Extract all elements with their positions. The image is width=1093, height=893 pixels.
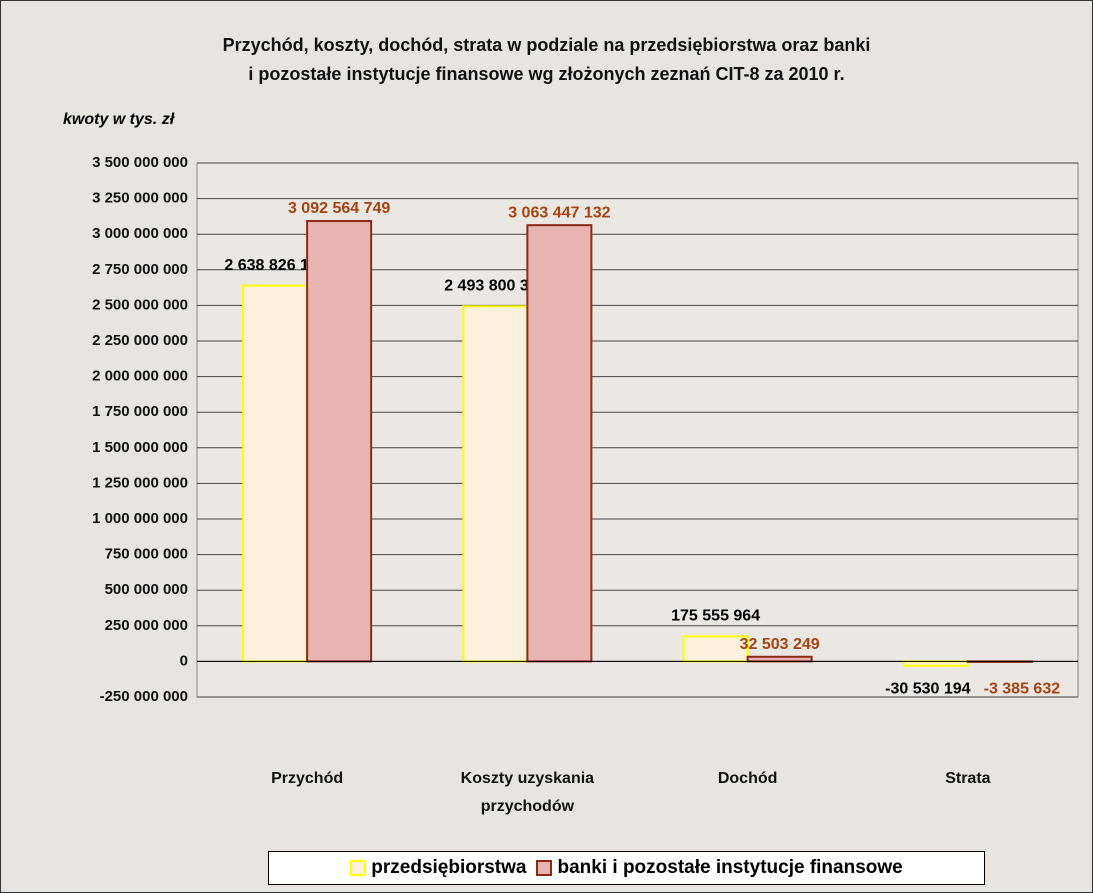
y-tick-label: 250 000 000 [105,617,188,634]
y-tick-label: 1 250 000 000 [92,474,188,491]
value-label: -30 530 194 [885,681,971,698]
chart-title: i pozostałe instytucje finansowe wg złoż… [248,64,845,84]
x-tick-label: Przychód [271,770,344,787]
value-label: 3 063 447 132 [508,204,610,221]
legend-item: przedsiębiorstwa [350,857,526,879]
y-tick-label: 750 000 000 [105,546,188,563]
y-tick-label: 3 000 000 000 [92,225,188,242]
bar [902,660,969,667]
bar [242,284,309,663]
y-tick-label: 2 250 000 000 [92,332,188,349]
y-tick-label: 1 750 000 000 [92,403,188,420]
value-label: 2 638 826 116 [224,257,326,274]
legend-swatch [536,859,553,876]
y-tick-label: 1 500 000 000 [92,439,188,456]
y-tick-label: 2 000 000 000 [92,368,188,385]
y-tick-label: 1 000 000 000 [92,510,188,527]
x-tick-label: Strata [945,770,991,787]
x-tick-label: Dochód [717,770,778,787]
y-tick-label: 2 500 000 000 [92,296,188,313]
legend: przedsiębiorstwa banki i pozostałe instyt… [268,851,985,885]
legend-label: banki i pozostałe instytucje finansowe [557,857,903,878]
x-tick-label: Koszty uzyskania przychodów [460,770,595,815]
y-tick-label: 3 500 000 000 [92,154,188,171]
bar [526,224,593,663]
legend-item: banki i pozostałe instytucje finansowe [536,857,903,879]
bar [306,220,373,663]
y-tick-label: 3 250 000 000 [92,190,188,207]
legend-label: przedsiębiorstwa [371,857,527,878]
y-axis-label: kwoty w tys. zł [63,111,175,128]
legend-swatch [350,859,367,876]
chart-title: Przychód, koszty, dochód, strata w podzi… [222,35,871,55]
value-label: -3 385 632 [984,681,1061,698]
value-label: 3 092 564 749 [288,200,390,217]
value-label: 32 503 249 [740,636,820,653]
bar [682,635,749,663]
value-label: 2 493 800 346 [444,278,546,295]
bar [462,305,529,663]
y-tick-label: 2 750 000 000 [92,261,188,278]
bar [746,655,813,663]
y-tick-label: 500 000 000 [105,581,188,598]
y-tick-label: -250 000 000 [100,688,188,705]
value-label: 175 555 964 [671,608,760,625]
y-tick-label: 0 [180,652,188,669]
